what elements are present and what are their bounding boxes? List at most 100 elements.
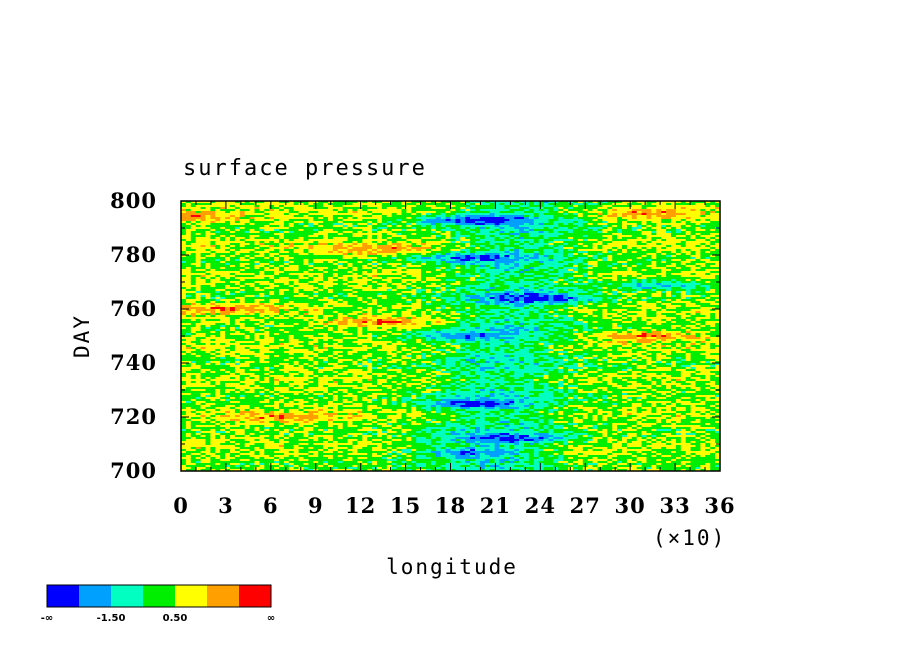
- heat-cell: [372, 301, 378, 304]
- heat-cell: [421, 343, 427, 346]
- heat-cell: [234, 309, 241, 312]
- heat-cell: [239, 309, 245, 312]
- heat-cell: [254, 289, 265, 292]
- heat-cell: [695, 317, 711, 320]
- heat-cell: [234, 237, 245, 240]
- heat-cell: [298, 275, 304, 278]
- heat-cell: [582, 307, 588, 310]
- heat-cell: [249, 311, 255, 314]
- heat-cell: [190, 227, 211, 230]
- heat-cell: [460, 219, 466, 222]
- heat-cell: [465, 273, 471, 276]
- heat-cell: [352, 291, 358, 294]
- heat-cell: [519, 323, 525, 326]
- heat-cell: [313, 279, 324, 282]
- heat-cell: [656, 211, 662, 214]
- heat-cell: [190, 315, 196, 318]
- heat-cell: [656, 247, 662, 250]
- heat-cell: [239, 207, 255, 210]
- heat-cell: [230, 349, 236, 352]
- heat-cell: [283, 309, 290, 312]
- heat-cell: [411, 283, 432, 286]
- heat-cell: [416, 299, 422, 302]
- heat-cell: [690, 333, 696, 336]
- heat-cell: [430, 271, 456, 274]
- heat-cell: [332, 365, 348, 368]
- heat-cell: [617, 235, 633, 238]
- heat-cell: [401, 263, 407, 266]
- heat-cell: [587, 359, 598, 362]
- heat-cell: [323, 277, 329, 280]
- heat-cell: [573, 281, 579, 284]
- heat-cell: [636, 211, 642, 214]
- heat-cell: [636, 363, 647, 366]
- heat-cell: [406, 283, 412, 286]
- heat-cell: [563, 363, 574, 366]
- heat-cell: [288, 283, 294, 286]
- heat-cell: [626, 215, 633, 218]
- heat-cell: [347, 315, 358, 318]
- heat-cell: [313, 207, 329, 210]
- heat-cell: [230, 265, 236, 268]
- heat-cell: [318, 367, 324, 370]
- heat-cell: [323, 315, 334, 318]
- heat-cell: [381, 263, 388, 266]
- heat-cell: [308, 259, 314, 262]
- heat-cell: [661, 307, 667, 310]
- heat-cell: [401, 351, 412, 354]
- heat-cell: [308, 303, 324, 306]
- heat-cell: [440, 279, 446, 282]
- heat-cell: [524, 347, 535, 350]
- heat-cell: [475, 359, 481, 362]
- heat-cell: [386, 285, 397, 288]
- heat-cell: [367, 369, 373, 372]
- heat-cell: [332, 299, 339, 302]
- heat-cell: [548, 311, 554, 314]
- heat-cell: [671, 369, 677, 372]
- heat-cell: [249, 259, 275, 262]
- heat-cell: [430, 231, 437, 234]
- heat-cell: [450, 241, 456, 244]
- heat-cell: [671, 285, 682, 288]
- heat-cell: [470, 365, 476, 368]
- heat-cell: [215, 269, 241, 272]
- heat-cell: [514, 249, 520, 252]
- heat-cell: [254, 351, 260, 354]
- heat-cell: [553, 221, 574, 224]
- heat-cell: [460, 209, 466, 212]
- heat-cell: [587, 229, 593, 232]
- heat-cell: [205, 337, 226, 340]
- heat-cell: [636, 277, 647, 280]
- heat-cell: [563, 217, 574, 220]
- heat-cell: [470, 211, 490, 214]
- heat-cell: [636, 297, 642, 300]
- heat-cell: [249, 217, 255, 220]
- heat-cell: [484, 271, 505, 274]
- heat-cell: [225, 309, 231, 312]
- heat-cell: [514, 217, 525, 220]
- heat-cell: [631, 275, 637, 278]
- heat-cell: [524, 251, 535, 254]
- heat-cell: [710, 241, 721, 244]
- heat-cell: [264, 305, 275, 308]
- heat-cell: [470, 299, 481, 302]
- heat-cell: [626, 261, 652, 264]
- heat-cell: [342, 225, 348, 228]
- heat-cell: [524, 323, 530, 326]
- heat-cell: [470, 319, 476, 322]
- heat-cell: [200, 255, 206, 258]
- heat-cell: [553, 345, 559, 348]
- heat-cell: [651, 257, 657, 260]
- heat-cell: [519, 331, 530, 334]
- heat-cell: [631, 371, 642, 374]
- heat-cell: [269, 241, 275, 244]
- heat-cell: [269, 251, 280, 254]
- heat-cell: [288, 289, 294, 292]
- heat-cell: [470, 239, 481, 242]
- heat-cell: [528, 303, 549, 306]
- heat-cell: [641, 241, 647, 244]
- heat-cell: [558, 317, 564, 320]
- heat-cell: [362, 219, 378, 222]
- heat-cell: [553, 247, 564, 250]
- heat-cell: [573, 333, 584, 336]
